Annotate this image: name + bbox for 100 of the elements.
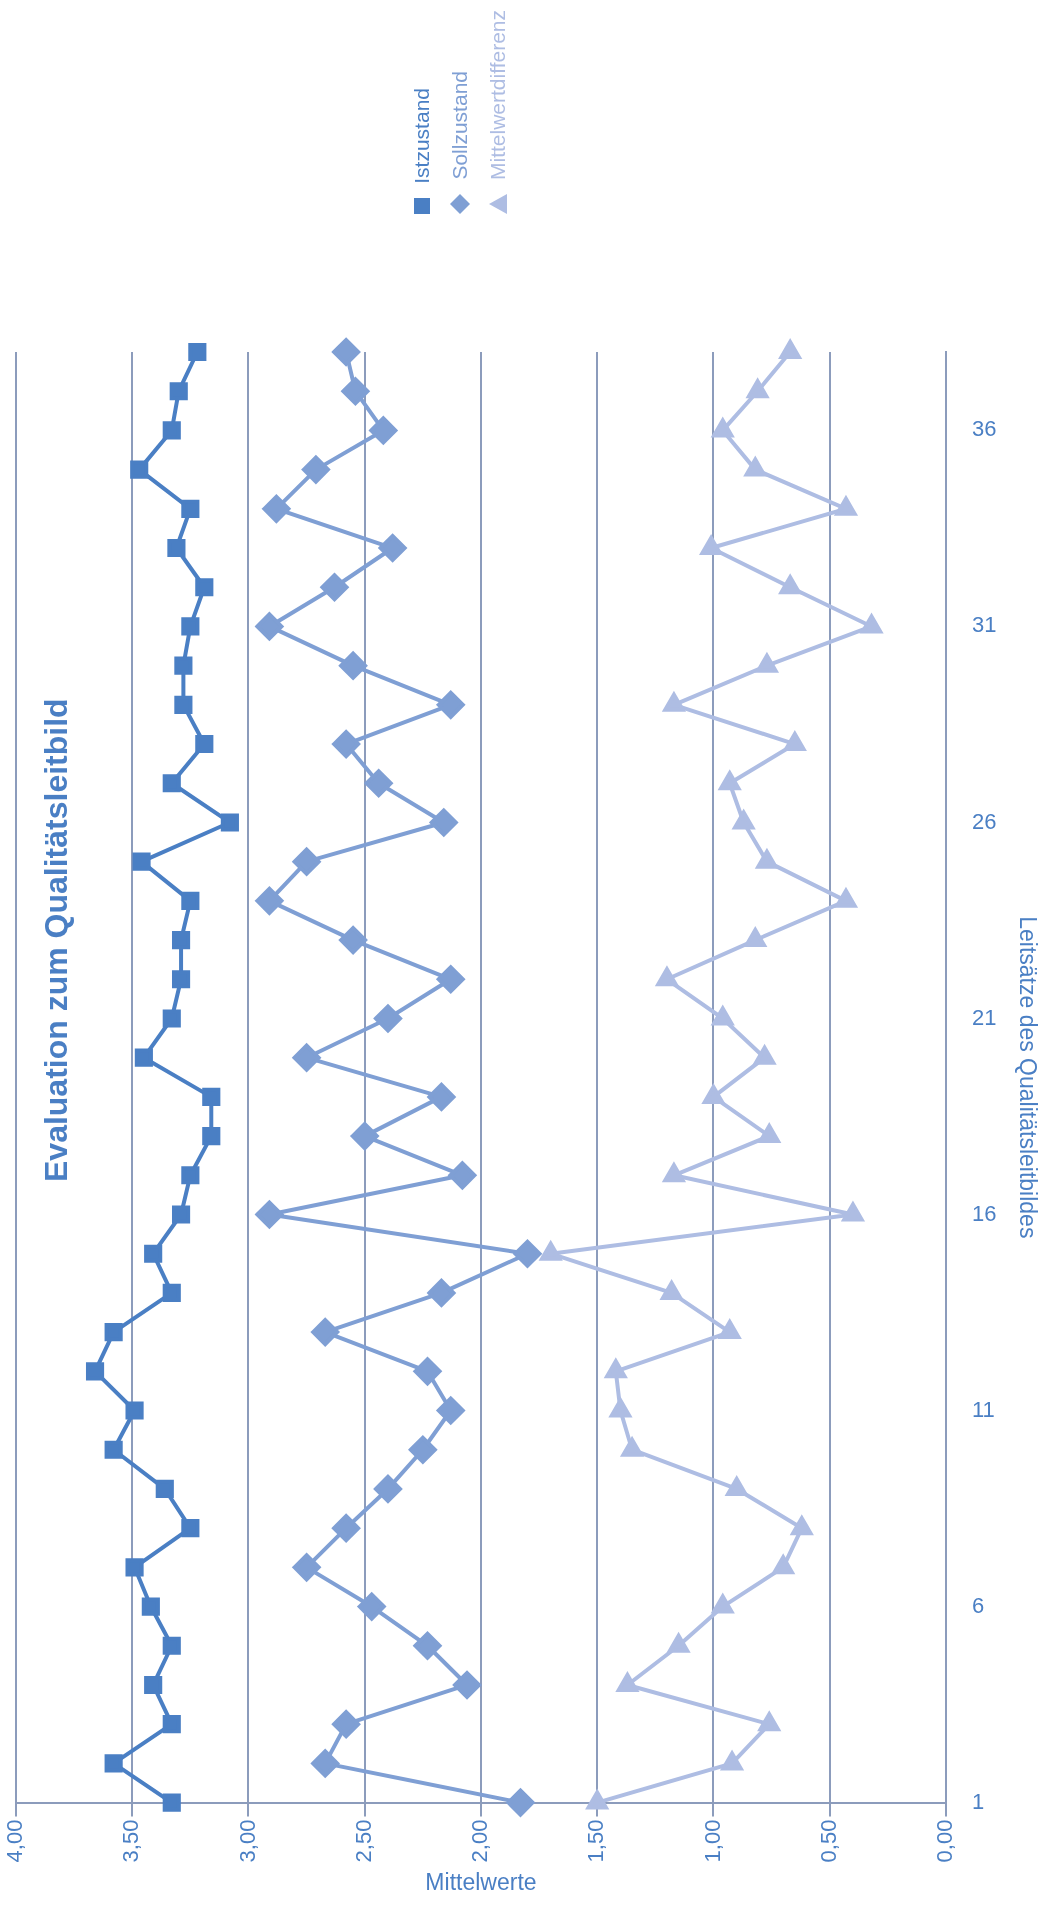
point	[125, 1401, 144, 1420]
point	[311, 1749, 340, 1778]
point	[171, 1205, 191, 1224]
point	[132, 852, 151, 871]
point	[758, 1124, 780, 1144]
point	[301, 455, 330, 484]
point	[311, 1318, 340, 1347]
point	[350, 1122, 379, 1151]
point	[162, 421, 181, 440]
y-tick-label: 31	[971, 612, 997, 638]
point	[144, 1244, 163, 1263]
point	[174, 695, 193, 714]
point	[174, 656, 193, 675]
point	[104, 1754, 123, 1773]
x-tick-label: 0,50	[815, 1819, 841, 1863]
point	[332, 730, 361, 759]
point	[144, 1675, 163, 1695]
point	[255, 886, 284, 915]
y-tick-label: 26	[971, 808, 997, 834]
y-tick-label: 6	[971, 1592, 985, 1618]
point	[202, 1127, 221, 1146]
point	[744, 928, 766, 948]
point	[320, 573, 349, 602]
point	[427, 1278, 456, 1307]
point	[719, 1320, 741, 1340]
point	[791, 1516, 813, 1536]
point	[341, 377, 370, 406]
point	[195, 578, 214, 597]
point	[202, 1087, 221, 1106]
point	[408, 1435, 437, 1464]
point	[373, 1004, 402, 1033]
point	[262, 494, 291, 523]
y-tick-label: 36	[971, 416, 997, 442]
point	[104, 1323, 123, 1342]
point	[162, 1009, 181, 1028]
point	[332, 1514, 361, 1543]
point	[104, 1440, 123, 1459]
x-tick-label: 4,00	[2, 1819, 28, 1863]
point	[436, 965, 465, 994]
point	[169, 382, 188, 401]
point	[255, 612, 284, 641]
x-tick-label: 3,50	[118, 1819, 144, 1863]
y-tick-label: 11	[971, 1396, 995, 1422]
point	[436, 690, 465, 719]
point	[700, 536, 722, 556]
point	[181, 1166, 200, 1185]
point	[436, 1396, 465, 1425]
y-tick-label: 16	[971, 1200, 997, 1226]
point	[167, 538, 186, 558]
point	[188, 342, 207, 362]
y-tick-label: 21	[971, 1004, 997, 1030]
x-tick-label: 3,00	[234, 1819, 260, 1863]
x-tick-label: 2,50	[350, 1819, 376, 1863]
x-tick-label: 0,00	[931, 1819, 957, 1863]
y-axis-title: Leitsätze des Qualitätsleitbildes	[1014, 916, 1041, 1239]
x-tick-label: 2,00	[467, 1819, 493, 1863]
point	[141, 1597, 160, 1616]
point	[292, 847, 321, 876]
point	[413, 1631, 442, 1660]
point	[255, 1200, 284, 1229]
point	[373, 1474, 402, 1503]
x-tick-label: 1,50	[583, 1819, 609, 1863]
text: Mittelwertdifferenz	[486, 10, 510, 181]
text: Istzustand	[410, 88, 434, 185]
point	[162, 1636, 181, 1655]
point	[171, 970, 191, 989]
point	[292, 1553, 321, 1582]
point	[378, 534, 407, 563]
point	[448, 1161, 477, 1190]
x-tick-label: 1,00	[699, 1819, 725, 1863]
point	[162, 1793, 181, 1812]
text: Evaluation zum Qualitätsleitbild	[38, 697, 75, 1184]
point	[181, 499, 200, 518]
point	[292, 1043, 321, 1072]
point	[784, 732, 806, 752]
point	[357, 1592, 386, 1621]
point	[125, 1558, 144, 1577]
point	[364, 769, 393, 798]
point	[195, 734, 214, 754]
point	[369, 416, 398, 445]
point	[155, 1479, 174, 1499]
point	[332, 338, 361, 366]
point	[413, 1357, 442, 1386]
point	[506, 1788, 535, 1817]
point	[162, 1283, 181, 1302]
point	[427, 1082, 456, 1111]
point	[162, 1715, 181, 1734]
point	[130, 460, 149, 479]
point	[429, 808, 458, 837]
text: Sollzustand	[448, 71, 472, 181]
point	[332, 1710, 361, 1739]
point	[758, 1712, 780, 1732]
point	[85, 1362, 105, 1381]
point	[453, 1670, 482, 1699]
point	[134, 1048, 153, 1067]
point	[220, 813, 239, 832]
point	[181, 1519, 200, 1538]
point	[513, 1239, 542, 1268]
point	[181, 617, 200, 636]
point	[339, 651, 368, 680]
